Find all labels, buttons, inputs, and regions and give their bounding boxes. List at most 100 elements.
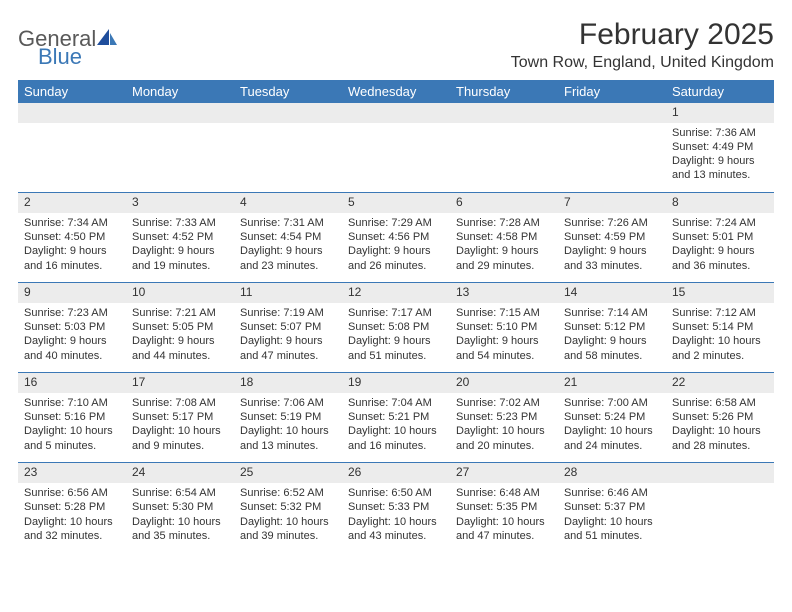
day-number: 3 xyxy=(132,195,228,211)
day-sunrise: Sunrise: 7:17 AM xyxy=(348,306,444,320)
day-body-cell: Sunrise: 7:15 AMSunset: 5:10 PMDaylight:… xyxy=(450,303,558,373)
day-sunset: Sunset: 5:08 PM xyxy=(348,320,444,334)
day-number-cell xyxy=(666,463,774,483)
day-sunrise: Sunrise: 6:54 AM xyxy=(132,486,228,500)
day-d1: Daylight: 10 hours xyxy=(240,515,336,529)
day-number: 15 xyxy=(672,285,768,301)
day-sunrise: Sunrise: 6:56 AM xyxy=(24,486,120,500)
day-number-row: 232425262728 xyxy=(18,463,774,483)
day-sunrise: Sunrise: 7:29 AM xyxy=(348,216,444,230)
day-d2: and 5 minutes. xyxy=(24,439,120,453)
logo: General Blue xyxy=(18,28,118,68)
weekday-header: Monday xyxy=(126,80,234,103)
day-sunrise: Sunrise: 6:48 AM xyxy=(456,486,552,500)
day-sunset: Sunset: 4:49 PM xyxy=(672,140,768,154)
day-body-cell xyxy=(234,123,342,193)
day-sunrise: Sunrise: 7:08 AM xyxy=(132,396,228,410)
day-body-cell: Sunrise: 6:58 AMSunset: 5:26 PMDaylight:… xyxy=(666,393,774,463)
day-body-cell: Sunrise: 7:28 AMSunset: 4:58 PMDaylight:… xyxy=(450,213,558,283)
day-d1: Daylight: 10 hours xyxy=(24,424,120,438)
day-sunrise: Sunrise: 7:24 AM xyxy=(672,216,768,230)
day-number-row: 2345678 xyxy=(18,193,774,213)
day-d1: Daylight: 10 hours xyxy=(672,424,768,438)
weekday-header-row: Sunday Monday Tuesday Wednesday Thursday… xyxy=(18,80,774,103)
day-d2: and 36 minutes. xyxy=(672,259,768,273)
day-number: 14 xyxy=(564,285,660,301)
day-d1: Daylight: 10 hours xyxy=(672,334,768,348)
day-body-row: Sunrise: 6:56 AMSunset: 5:28 PMDaylight:… xyxy=(18,483,774,553)
day-d2: and 47 minutes. xyxy=(456,529,552,543)
day-number-cell: 11 xyxy=(234,283,342,303)
day-sunrise: Sunrise: 7:23 AM xyxy=(24,306,120,320)
day-d2: and 26 minutes. xyxy=(348,259,444,273)
day-d1: Daylight: 10 hours xyxy=(240,424,336,438)
day-sunrise: Sunrise: 6:50 AM xyxy=(348,486,444,500)
day-d2: and 13 minutes. xyxy=(672,168,768,182)
day-body-cell: Sunrise: 7:17 AMSunset: 5:08 PMDaylight:… xyxy=(342,303,450,373)
day-sunrise: Sunrise: 7:06 AM xyxy=(240,396,336,410)
day-sunrise: Sunrise: 7:02 AM xyxy=(456,396,552,410)
weekday-header: Sunday xyxy=(18,80,126,103)
day-sunrise: Sunrise: 7:14 AM xyxy=(564,306,660,320)
day-sunset: Sunset: 5:14 PM xyxy=(672,320,768,334)
day-d2: and 32 minutes. xyxy=(24,529,120,543)
day-d1: Daylight: 9 hours xyxy=(672,154,768,168)
day-body-row: Sunrise: 7:36 AMSunset: 4:49 PMDaylight:… xyxy=(18,123,774,193)
day-d2: and 33 minutes. xyxy=(564,259,660,273)
day-d2: and 29 minutes. xyxy=(456,259,552,273)
day-d1: Daylight: 10 hours xyxy=(456,424,552,438)
day-sunset: Sunset: 4:50 PM xyxy=(24,230,120,244)
day-sunset: Sunset: 5:33 PM xyxy=(348,500,444,514)
day-d1: Daylight: 9 hours xyxy=(132,334,228,348)
day-number-cell: 2 xyxy=(18,193,126,213)
day-sunset: Sunset: 5:12 PM xyxy=(564,320,660,334)
weekday-header: Friday xyxy=(558,80,666,103)
day-body-cell: Sunrise: 7:23 AMSunset: 5:03 PMDaylight:… xyxy=(18,303,126,373)
day-d1: Daylight: 9 hours xyxy=(348,334,444,348)
day-body-cell: Sunrise: 7:33 AMSunset: 4:52 PMDaylight:… xyxy=(126,213,234,283)
day-number-cell: 10 xyxy=(126,283,234,303)
day-number: 27 xyxy=(456,465,552,481)
day-sunrise: Sunrise: 6:52 AM xyxy=(240,486,336,500)
day-number-cell: 9 xyxy=(18,283,126,303)
day-body-cell: Sunrise: 7:34 AMSunset: 4:50 PMDaylight:… xyxy=(18,213,126,283)
day-number: 2 xyxy=(24,195,120,211)
day-d2: and 23 minutes. xyxy=(240,259,336,273)
day-d2: and 51 minutes. xyxy=(564,529,660,543)
day-number-row: 16171819202122 xyxy=(18,373,774,393)
day-d2: and 43 minutes. xyxy=(348,529,444,543)
day-d2: and 35 minutes. xyxy=(132,529,228,543)
day-sunset: Sunset: 5:23 PM xyxy=(456,410,552,424)
day-sunrise: Sunrise: 7:34 AM xyxy=(24,216,120,230)
day-sunrise: Sunrise: 7:21 AM xyxy=(132,306,228,320)
day-d1: Daylight: 9 hours xyxy=(564,244,660,258)
day-number-cell xyxy=(126,103,234,123)
day-body-cell: Sunrise: 6:54 AMSunset: 5:30 PMDaylight:… xyxy=(126,483,234,553)
day-number: 1 xyxy=(672,105,768,121)
day-sunset: Sunset: 5:35 PM xyxy=(456,500,552,514)
day-number: 18 xyxy=(240,375,336,391)
day-sunset: Sunset: 4:52 PM xyxy=(132,230,228,244)
day-d1: Daylight: 9 hours xyxy=(132,244,228,258)
day-number-cell: 18 xyxy=(234,373,342,393)
day-number: 8 xyxy=(672,195,768,211)
day-number-cell: 14 xyxy=(558,283,666,303)
day-sunrise: Sunrise: 7:12 AM xyxy=(672,306,768,320)
day-number-cell: 16 xyxy=(18,373,126,393)
day-d2: and 54 minutes. xyxy=(456,349,552,363)
weekday-header: Tuesday xyxy=(234,80,342,103)
day-d2: and 16 minutes. xyxy=(348,439,444,453)
day-body-cell: Sunrise: 6:56 AMSunset: 5:28 PMDaylight:… xyxy=(18,483,126,553)
day-d2: and 9 minutes. xyxy=(132,439,228,453)
day-body-cell: Sunrise: 6:48 AMSunset: 5:35 PMDaylight:… xyxy=(450,483,558,553)
day-sunset: Sunset: 5:19 PM xyxy=(240,410,336,424)
day-number-cell: 24 xyxy=(126,463,234,483)
day-number-cell xyxy=(234,103,342,123)
day-sunrise: Sunrise: 7:19 AM xyxy=(240,306,336,320)
day-number: 7 xyxy=(564,195,660,211)
day-d2: and 2 minutes. xyxy=(672,349,768,363)
day-body-cell: Sunrise: 7:12 AMSunset: 5:14 PMDaylight:… xyxy=(666,303,774,373)
day-d1: Daylight: 9 hours xyxy=(456,244,552,258)
day-d2: and 19 minutes. xyxy=(132,259,228,273)
day-sunrise: Sunrise: 7:15 AM xyxy=(456,306,552,320)
